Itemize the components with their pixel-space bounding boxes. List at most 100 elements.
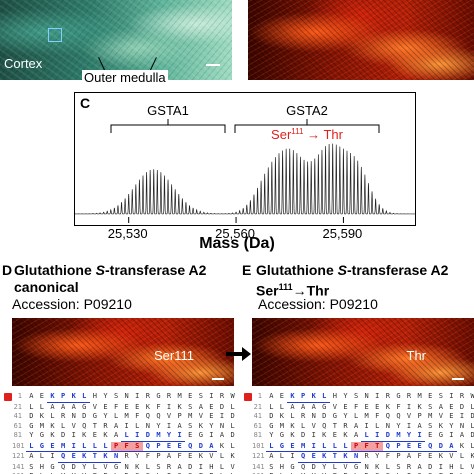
sequence-residue: I — [219, 412, 225, 420]
panel-d-title-part: Glutathione — [14, 262, 96, 278]
sequence-residue: Q — [385, 412, 390, 420]
sequence-residue: R — [406, 392, 412, 400]
panel-e-title-line2: Ser — [256, 282, 279, 299]
sequence-residue: L — [113, 412, 119, 420]
sequence-residue: N — [364, 462, 369, 471]
sequence-residue: V — [438, 412, 443, 420]
sequence-residue: V — [449, 452, 454, 460]
sequence-residue: M — [393, 431, 404, 442]
sequence-residue: K — [78, 452, 90, 463]
sequence-residue: N — [71, 412, 76, 420]
sequence-residue: G — [36, 442, 48, 452]
sequence-residue: I — [166, 402, 172, 411]
sequence-residue: E — [92, 431, 97, 439]
panel-e-letter: E — [242, 262, 252, 278]
sequence-residue: L — [287, 472, 298, 474]
sequence-residue: I — [311, 431, 316, 439]
sequence-residue: T — [329, 452, 341, 463]
sequence-row: 41 D K L R N D G Y L M F Q Q V P M V E I D — [252, 412, 474, 422]
sequence-residue: L — [153, 472, 164, 474]
sequence-residue: D — [361, 472, 372, 474]
sequence-residue: L — [89, 442, 101, 452]
sequence-residue: L — [219, 452, 225, 460]
heatmap-e-label: Thr — [406, 348, 427, 363]
sequence-residue: H — [39, 462, 44, 471]
sequence-residue: G — [396, 392, 401, 400]
sequence-residue: D — [428, 462, 433, 471]
sequence-residue: R — [124, 452, 129, 460]
sequence-residue: I — [449, 392, 454, 400]
sequence-residue: R — [166, 462, 172, 471]
sequence-residue: M — [364, 412, 369, 420]
sequence-residue: F — [361, 441, 372, 452]
sequence-residue: A — [29, 392, 34, 400]
sequence-residue: G — [92, 412, 97, 420]
sequence-residue: A — [50, 402, 55, 411]
sequence-row: 101 L G E M I L L L P F S Q P E E Q D A K L — [12, 441, 238, 452]
sequence-residue: F — [121, 441, 132, 452]
sequence-residue: P — [417, 412, 422, 420]
sequence-residue: S — [372, 472, 383, 474]
sequence-residue: A — [29, 452, 34, 460]
sequence-row: 101 L G E M I L L L P F T Q P E E Q D A K L — [252, 441, 474, 452]
sequence-residue: A — [417, 421, 422, 430]
sequence-residue: G — [332, 412, 337, 420]
sequence-coverage-d: 1 A E K P K L H Y S N I R G R M E S I R W 21 L L A A A G V E F E E K F I K S A… — [12, 392, 238, 474]
x-axis-title: Mass (Da) — [199, 235, 275, 252]
sequence-row-number: 161 — [252, 472, 265, 474]
outer-medulla-label: Outer medulla — [82, 70, 168, 85]
sequence-residue: E — [330, 472, 341, 474]
sequence-residue: L — [219, 462, 225, 471]
sequence-residue: L — [266, 442, 277, 452]
region-of-interest-box — [48, 28, 62, 42]
sequence-residue: A — [311, 402, 316, 411]
sequence-residue: L — [279, 402, 284, 411]
sequence-row: 41 D K L R N D G Y L M F Q Q V P M V E I D — [12, 412, 238, 422]
sequence-residue: T — [371, 441, 383, 452]
sequence-row: 141 S H G Q D Y L V G N K L S R A D I H L V — [252, 463, 474, 473]
sequence-residue: M — [39, 421, 44, 430]
sequence-residue: E — [188, 452, 193, 460]
sequence-residue: N — [385, 421, 390, 430]
gsta1-label: GSTA1 — [147, 103, 189, 118]
sequence-residue: K — [198, 452, 203, 460]
panel-d-title-italic: S — [95, 262, 106, 278]
sequence-residue: E — [308, 452, 319, 463]
ion-image-top — [248, 0, 474, 80]
sequence-residue: K — [47, 392, 58, 403]
sequence-residue: D — [82, 412, 87, 420]
ion-image-ser111: Ser111 — [12, 318, 234, 386]
sequence-residue: L — [269, 402, 274, 411]
sequence-residue: R — [145, 392, 150, 400]
sequence-residue: S — [383, 472, 394, 474]
sequence-residue: I — [406, 421, 412, 430]
sequence-residue: A — [166, 452, 172, 460]
sequence-residue: L — [351, 472, 362, 474]
sequence-row-number: 61 — [13, 421, 22, 430]
sequence-residue: V — [71, 421, 76, 430]
sequence-row-number: 121 — [12, 452, 25, 460]
sequence-residue: M — [177, 392, 182, 400]
sequence-residue: H — [279, 462, 284, 471]
ion-image-thr: Thr — [252, 318, 474, 386]
sequence-residue: Q — [396, 412, 401, 420]
sequence-residue: V — [209, 452, 214, 460]
sequence-residue: E — [68, 452, 79, 463]
sequence-residue: R — [385, 392, 390, 400]
sequence-residue: E — [279, 392, 284, 400]
sequence-residue: Y — [322, 462, 327, 471]
sequence-residue: N — [219, 421, 225, 430]
sequence-residue: E — [287, 442, 298, 452]
sequence-residue: V — [79, 472, 90, 474]
sequence-residue: Q — [142, 442, 154, 452]
sequence-residue: W — [230, 392, 235, 400]
sequence-residue: L — [470, 421, 474, 430]
sequence-residue: I — [459, 412, 465, 420]
sequence-residue: A — [219, 431, 225, 439]
sequence-residue: K — [103, 431, 108, 439]
sequence-residue: Y — [449, 421, 454, 430]
sequence-residue: V — [332, 402, 337, 411]
sequence-residue: F — [196, 472, 207, 474]
sequence-residue: V — [92, 402, 97, 411]
sequence-marker-e — [244, 393, 252, 401]
